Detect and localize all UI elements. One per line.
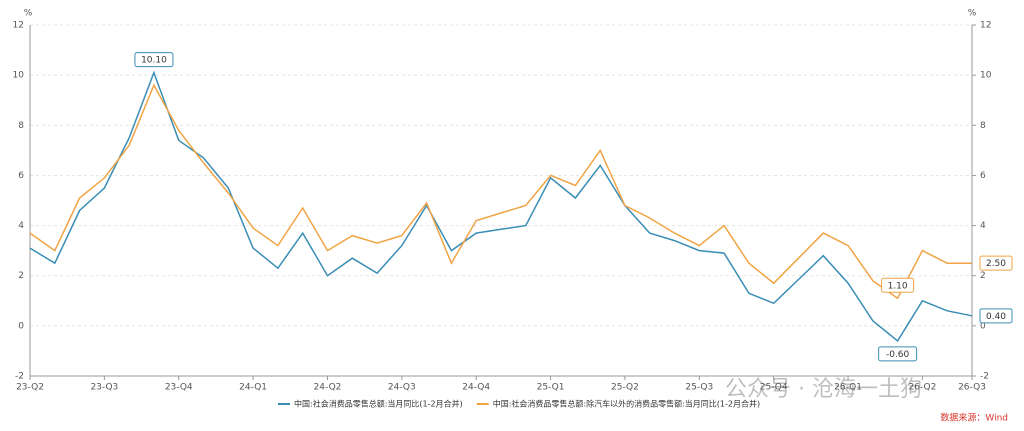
data-label-box <box>979 255 1013 271</box>
x-tick-label: 23-Q3 <box>90 383 118 393</box>
series-line <box>29 70 973 343</box>
data-label-box <box>134 52 174 68</box>
y2-tick-label: 6 <box>980 171 986 181</box>
y-tick-label: -2 <box>15 372 24 382</box>
watermark: 公众号 · 沧海一土狗 <box>725 377 922 402</box>
data-label-text: -0.60 <box>886 350 910 360</box>
x-tick-label: 25-Q4 <box>760 383 788 393</box>
data-label-text: 10.10 <box>141 56 167 66</box>
y2-unit: % <box>968 9 977 19</box>
data-label-box <box>878 346 918 362</box>
y2-tick-label: 12 <box>980 21 991 31</box>
y2-tick-label: 0 <box>980 321 986 331</box>
data-label-box <box>881 277 915 293</box>
x-tick-label: 25-Q2 <box>611 383 639 393</box>
x-tick-label: 24-Q2 <box>314 383 342 393</box>
y2-tick-label: 2 <box>980 271 986 281</box>
y-tick-label: 6 <box>18 171 24 181</box>
series-line <box>29 83 972 300</box>
x-tick-label: 26-Q3 <box>958 383 986 393</box>
data-label: 10.10 <box>134 52 174 68</box>
data-label: 2.50 <box>979 255 1013 271</box>
x-tick-label: 25-Q3 <box>685 383 713 393</box>
y2-tick-label: 10 <box>980 71 992 81</box>
x-tick-label: 24-Q4 <box>462 383 490 393</box>
x-tick-label: 23-Q2 <box>16 383 44 393</box>
data-label: -0.60 <box>878 346 918 362</box>
y2-tick-label: 4 <box>980 221 986 231</box>
y2-tick-label: -2 <box>980 372 989 382</box>
y-unit: % <box>24 9 33 19</box>
y-tick-label: 2 <box>18 271 24 281</box>
legend-label: 中国:社会消费品零售总额:除汽车以外的消费品零售额:当月同比(1-2月合并) <box>493 399 760 409</box>
x-tick-label: 24-Q1 <box>239 383 267 393</box>
source: 数据来源：Wind <box>940 412 1008 424</box>
legend-label: 中国:社会消费品零售总额:当月同比(1-2月合并) <box>294 399 463 409</box>
y-tick-label: 8 <box>18 121 24 131</box>
x-tick-label: 26-Q2 <box>908 383 936 393</box>
data-label: 0.40 <box>979 308 1013 324</box>
data-label-text: 1.10 <box>888 281 908 291</box>
data-label-box <box>979 308 1013 324</box>
data-label-text: 2.50 <box>986 259 1006 269</box>
data-label-text: 0.40 <box>986 312 1006 322</box>
x-tick-label: 23-Q4 <box>165 383 193 393</box>
y-tick-label: 4 <box>18 221 24 231</box>
y-tick-label: 12 <box>13 21 24 31</box>
y2-tick-label: 8 <box>980 121 986 131</box>
x-tick-label: 25-Q1 <box>537 383 565 393</box>
y-tick-label: 0 <box>18 321 24 331</box>
data-label: 1.10 <box>881 277 915 293</box>
y-tick-label: 10 <box>13 71 25 81</box>
x-tick-label: 26-Q1 <box>834 383 862 393</box>
x-tick-label: 24-Q3 <box>388 383 416 393</box>
